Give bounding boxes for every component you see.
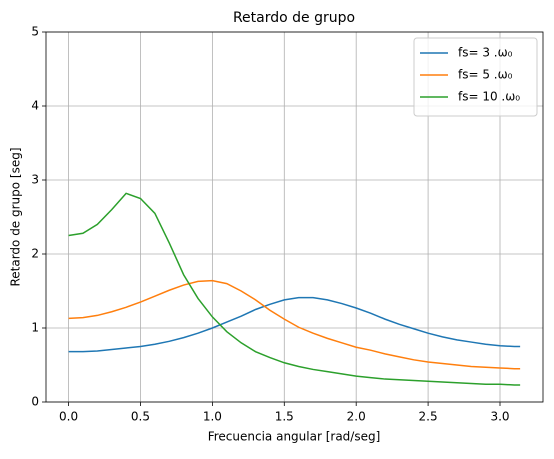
x-axis-label: Frecuencia angular [rad/seg] bbox=[208, 430, 381, 444]
y-axis-label: Retardo de grupo [seg] bbox=[9, 147, 23, 286]
chart-title: Retardo de grupo bbox=[233, 10, 355, 26]
x-tick-label: 1.0 bbox=[203, 410, 222, 424]
series-line bbox=[68, 192, 521, 386]
y-tick-label: 5 bbox=[31, 25, 39, 39]
x-tick-label: 0.5 bbox=[131, 410, 150, 424]
y-tick-label: 4 bbox=[31, 99, 39, 113]
series-line bbox=[68, 279, 521, 370]
y-tick-label: 0 bbox=[31, 395, 39, 409]
legend-label: fs= 10 .ω₀ bbox=[458, 90, 520, 104]
x-tick-label: 2.5 bbox=[419, 410, 438, 424]
x-tick-label: 3.0 bbox=[490, 410, 509, 424]
series-line bbox=[68, 296, 521, 353]
axes-frame bbox=[45, 31, 544, 403]
legend-label: fs= 3 .ω₀ bbox=[458, 46, 513, 60]
legend-label: fs= 5 .ω₀ bbox=[458, 68, 513, 82]
x-tick-label: 2.0 bbox=[347, 410, 366, 424]
x-tick-label: 1.5 bbox=[275, 410, 294, 424]
y-tick-label: 1 bbox=[31, 321, 39, 335]
y-tick-label: 2 bbox=[31, 247, 39, 261]
x-tick-label: 0.0 bbox=[59, 410, 78, 424]
y-tick-label: 3 bbox=[31, 173, 39, 187]
